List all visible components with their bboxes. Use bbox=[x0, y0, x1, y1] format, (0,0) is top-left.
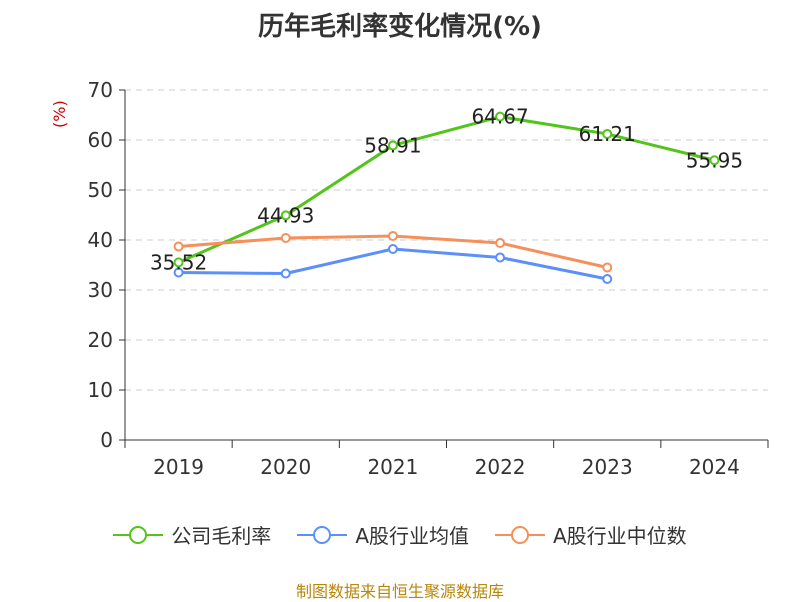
legend-item[interactable]: A股行业中位数 bbox=[495, 520, 687, 549]
data-point bbox=[602, 128, 613, 139]
legend-marker-icon bbox=[495, 525, 545, 544]
legend: 公司毛利率 A股行业均值 A股行业中位数 bbox=[0, 520, 800, 549]
y-tick-label: 20 bbox=[88, 328, 113, 352]
x-tick-label: 2023 bbox=[582, 455, 633, 479]
y-tick-label: 50 bbox=[88, 178, 113, 202]
data-label: 44.93 bbox=[257, 203, 314, 227]
chart-title: 历年毛利率变化情况(%) bbox=[258, 12, 542, 42]
axes: 0 10 20 30 40 50 60 70 2019 2020 2021 2022 2023 2024 bbox=[88, 78, 769, 479]
legend-item[interactable]: 公司毛利率 bbox=[113, 520, 271, 549]
data-point bbox=[280, 268, 291, 279]
y-tick-label: 10 bbox=[88, 378, 113, 402]
data-label: 35.52 bbox=[150, 250, 207, 274]
y-tick-label: 0 bbox=[100, 428, 113, 452]
data-point bbox=[280, 233, 291, 243]
data-point bbox=[173, 241, 184, 252]
data-label: 58.91 bbox=[364, 133, 421, 157]
data-point bbox=[495, 252, 506, 263]
y-tick-label: 60 bbox=[88, 128, 113, 152]
y-tick-label: 30 bbox=[88, 278, 113, 302]
x-tick-label: 2019 bbox=[153, 455, 204, 479]
series-line-0 bbox=[177, 115, 715, 264]
series-lines bbox=[173, 111, 720, 284]
data-label: 61.21 bbox=[579, 122, 636, 146]
x-tick-label: 2022 bbox=[475, 455, 526, 479]
legend-label: A股行业中位数 bbox=[553, 524, 687, 548]
data-labels: 35.52 44.93 58.91 64.67 61.21 55.95 bbox=[150, 105, 743, 275]
y-tick-label: 40 bbox=[88, 228, 113, 252]
data-label: 64.67 bbox=[471, 105, 528, 129]
legend-marker-icon bbox=[297, 525, 348, 544]
x-tick-label: 2020 bbox=[260, 455, 311, 479]
legend-circle bbox=[511, 525, 529, 544]
data-point bbox=[280, 210, 291, 221]
data-point bbox=[173, 267, 184, 278]
data-point bbox=[602, 274, 613, 284]
source-note: 制图数据来自恒生聚源数据库 bbox=[295, 582, 504, 601]
x-tick-label: 2021 bbox=[367, 455, 418, 479]
data-point bbox=[387, 231, 398, 241]
data-label: 55.95 bbox=[686, 148, 743, 172]
data-point bbox=[602, 262, 613, 273]
data-point bbox=[173, 257, 184, 268]
data-point bbox=[387, 244, 398, 254]
data-point bbox=[709, 155, 720, 166]
legend-marker-icon bbox=[113, 525, 164, 544]
data-point bbox=[387, 140, 398, 151]
legend-label: A股行业均值 bbox=[355, 524, 469, 548]
legend-label: 公司毛利率 bbox=[171, 524, 272, 548]
data-point bbox=[495, 238, 506, 248]
x-tick-label: 2024 bbox=[689, 455, 740, 479]
y-tick-label: 70 bbox=[88, 78, 113, 102]
legend-item[interactable]: A股行业均值 bbox=[297, 520, 469, 549]
legend-circle bbox=[313, 525, 332, 544]
legend-circle bbox=[129, 525, 148, 544]
data-point bbox=[495, 111, 506, 122]
